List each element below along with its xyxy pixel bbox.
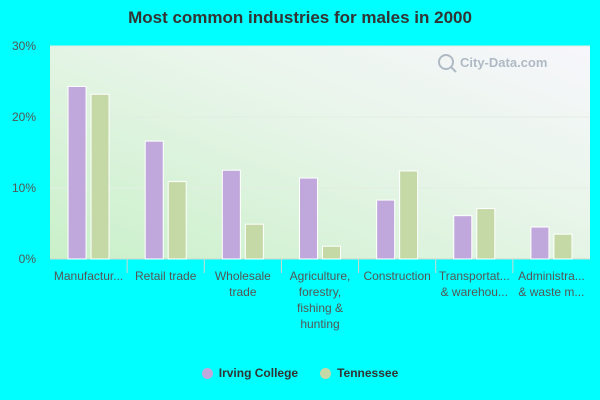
watermark: City-Data.com <box>438 54 547 73</box>
magnifier-icon <box>438 54 454 70</box>
legend-item-irving-college: Irving College <box>201 366 299 380</box>
bar-irving-college <box>144 140 164 260</box>
x-category-label: Administra... & waste m... <box>518 269 585 299</box>
bar-irving-college <box>67 85 87 260</box>
plot-area <box>50 46 590 259</box>
bar-irving-college <box>453 215 473 260</box>
y-tick-label: 20% <box>12 110 36 124</box>
x-category-label: Transportat... & warehou... <box>439 269 510 299</box>
x-category-label: Construction <box>363 269 430 283</box>
bar-irving-college <box>376 199 396 260</box>
legend-swatch <box>201 367 213 379</box>
legend-label: Irving College <box>218 366 299 380</box>
x-category-label: Manufactur... <box>54 269 123 283</box>
chart-title: Most common industries for males in 2000 <box>128 8 472 27</box>
watermark-text: City-Data.com <box>460 55 547 70</box>
y-tick-label: 30% <box>12 39 36 53</box>
legend-swatch <box>320 367 332 379</box>
y-tick-label: 10% <box>12 181 36 195</box>
x-category-label: Wholesale trade <box>215 269 271 299</box>
bar-irving-college <box>530 226 550 260</box>
bar-tennessee <box>399 170 419 260</box>
x-category-label: Retail trade <box>135 269 197 283</box>
bar-tennessee <box>553 233 573 260</box>
bar-irving-college <box>221 169 241 260</box>
x-category-label: Agriculture, forestry, fishing & hunting <box>290 269 351 331</box>
legend: Irving College Tennessee <box>0 366 600 380</box>
bar-tennessee <box>244 223 264 260</box>
legend-label: Tennessee <box>337 366 399 380</box>
legend-item-tennessee: Tennessee <box>320 366 398 380</box>
bar-tennessee <box>167 181 187 260</box>
y-tick-label: 0% <box>19 252 37 266</box>
bar-tennessee <box>322 245 341 260</box>
bar-tennessee <box>90 93 110 260</box>
bar-irving-college <box>299 177 318 260</box>
bar-tennessee <box>476 208 496 260</box>
